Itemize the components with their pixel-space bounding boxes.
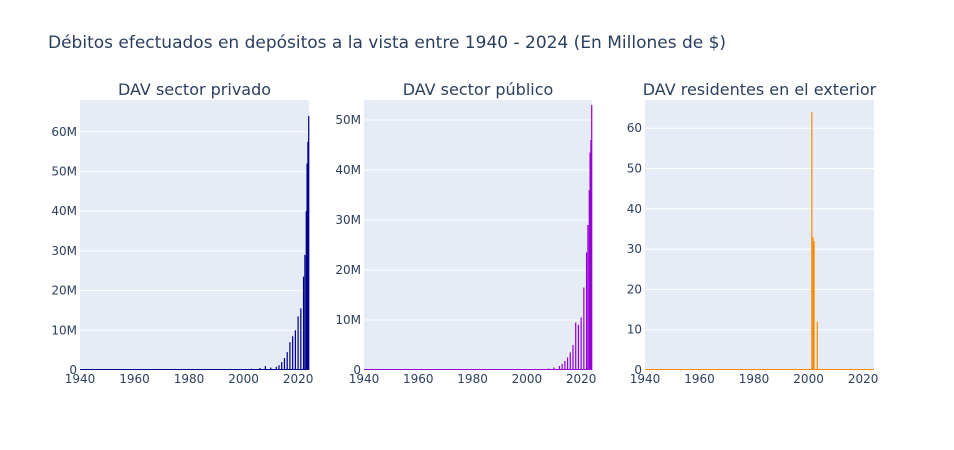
bar (566, 357, 569, 370)
x-tick-label: 1940 (349, 372, 380, 386)
bar (580, 317, 582, 370)
bar (816, 321, 818, 370)
x-tick-label: 1980 (739, 372, 770, 386)
bar (813, 241, 815, 370)
y-tick-label: 40 (627, 202, 642, 216)
bar (569, 352, 571, 370)
y-tick-label: 20M (51, 284, 77, 298)
x-tick-label: 2020 (566, 372, 597, 386)
bar (264, 366, 266, 370)
main-title: Débitos efectuados en depósitos a la vis… (48, 33, 727, 53)
bar (300, 308, 302, 370)
y-tick-label: 0 (634, 363, 642, 377)
subplot-title: DAV residentes en el exterior (643, 80, 877, 99)
x-tick-label: 2020 (283, 372, 314, 386)
bar (307, 141, 309, 370)
y-tick-label: 50M (51, 164, 77, 178)
y-tick-label: 0 (353, 363, 361, 377)
plot-area (80, 100, 309, 370)
y-tick-label: 40M (51, 204, 77, 218)
x-tick-label: 1940 (630, 372, 661, 386)
bar (811, 112, 813, 371)
x-tick-label: 1980 (174, 372, 205, 386)
bar (270, 367, 272, 370)
bar (590, 140, 592, 370)
bar (561, 364, 563, 370)
bar (308, 115, 310, 370)
bar (572, 345, 574, 370)
bar (292, 336, 294, 370)
bar (577, 325, 580, 370)
y-tick-label: 20 (627, 282, 642, 296)
y-tick-label: 10M (335, 313, 361, 327)
y-tick-label: 30 (627, 242, 642, 256)
bar (588, 190, 590, 370)
x-tick-label: 2000 (793, 372, 824, 386)
bar (583, 287, 585, 370)
panel-2: 0 10M 20M 30M 40M 50M 1940 1960 1980 2000 2020 DAV … (335, 80, 596, 386)
y-tick-label: 30M (51, 244, 77, 258)
y-tick-label: 50M (335, 113, 361, 127)
y-tick-label: 40M (335, 163, 361, 177)
plot-area (364, 100, 592, 370)
bar (589, 152, 591, 370)
bar (305, 211, 307, 370)
panel-1: 0 10M 20M 30M 40M 50M 60M 1940 1960 1980 2000 2020 D… (51, 80, 313, 386)
bar (591, 105, 593, 370)
bar (558, 366, 561, 370)
bar (275, 366, 277, 370)
bar (585, 252, 588, 370)
plot-area (645, 100, 874, 370)
x-tick-label: 1980 (457, 372, 488, 386)
x-tick-label: 2000 (512, 372, 543, 386)
x-tick-label: 2000 (228, 372, 259, 386)
bar (278, 365, 280, 370)
subplot-title: DAV sector público (403, 80, 554, 99)
y-tick-label: 10 (627, 323, 642, 337)
bar (297, 316, 299, 370)
y-tick-label: 50 (627, 162, 642, 176)
bar (587, 225, 589, 370)
x-tick-label: 1960 (403, 372, 434, 386)
bar (294, 330, 296, 370)
y-tick-label: 30M (335, 213, 361, 227)
y-tick-label: 0 (69, 363, 77, 377)
bar (812, 237, 814, 370)
bar (289, 342, 291, 370)
bar (306, 163, 308, 370)
bar (286, 352, 288, 370)
bar (283, 358, 286, 370)
x-tick-label: 2020 (848, 372, 879, 386)
bar (564, 361, 566, 370)
subplot-title: DAV sector privado (118, 80, 271, 99)
x-tick-label: 1960 (684, 372, 715, 386)
y-tick-label: 10M (51, 323, 77, 337)
bar (302, 276, 305, 370)
bar (575, 322, 577, 370)
bar (553, 367, 555, 370)
y-tick-label: 20M (335, 263, 361, 277)
x-tick-label: 1960 (119, 372, 150, 386)
y-tick-label: 60 (627, 121, 642, 135)
panel-3: 0 10 20 30 40 50 60 1940 1960 1980 2000 2020 DAV res… (627, 80, 879, 386)
bar (304, 254, 306, 370)
y-tick-label: 60M (51, 125, 77, 139)
bar (281, 362, 283, 370)
x-tick-label: 1940 (65, 372, 96, 386)
